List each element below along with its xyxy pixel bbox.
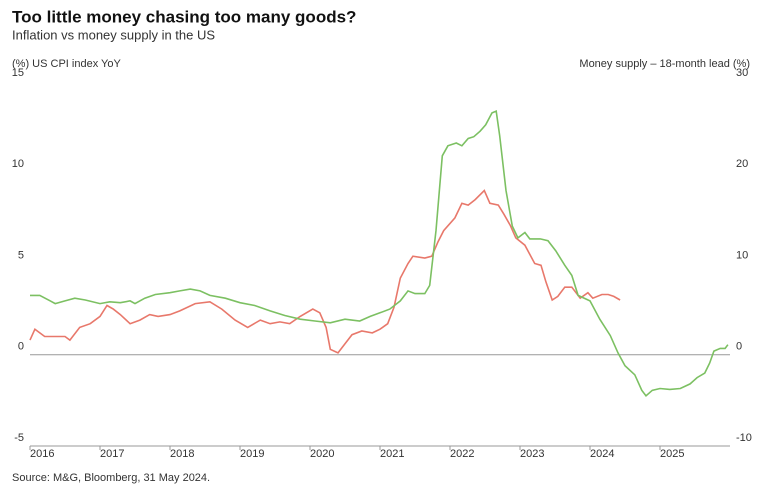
x-tick-label: 2020 [310,448,334,460]
y2-tick-label: -10 [736,432,752,444]
y2-axis-label: Money supply – 18-month lead (%) [579,58,750,70]
x-tick-label: 2021 [380,448,404,460]
y-tick-label: 10 [12,158,24,170]
y-tick-label: 0 [18,341,24,353]
x-tick-label: 2024 [590,448,614,460]
x-tick-label: 2025 [660,448,684,460]
series-line [30,109,729,397]
y-axis-label: (%) US CPI index YoY [12,58,121,70]
x-tick-label: 2019 [240,448,264,460]
chart-subtitle: Inflation vs money supply in the US [12,27,215,42]
y-tick-label: 5 [18,249,24,261]
y2-tick-label: 30 [736,67,748,79]
x-tick-label: 2022 [450,448,474,460]
y-tick-label: -5 [14,432,24,444]
x-tick-label: 2023 [520,448,544,460]
source-note: Source: M&G, Bloomberg, 31 May 2024. [12,472,210,484]
x-tick-label: 2017 [100,448,124,460]
x-tick-label: 2018 [170,448,194,460]
y-tick-label: 15 [12,67,24,79]
x-tick-label: 2016 [30,448,54,460]
y2-tick-label: 20 [736,158,748,170]
y2-tick-label: 0 [736,341,742,353]
chart-title: Too little money chasing too many goods? [12,7,356,26]
series-line [29,189,621,354]
y2-tick-label: 10 [736,249,748,261]
